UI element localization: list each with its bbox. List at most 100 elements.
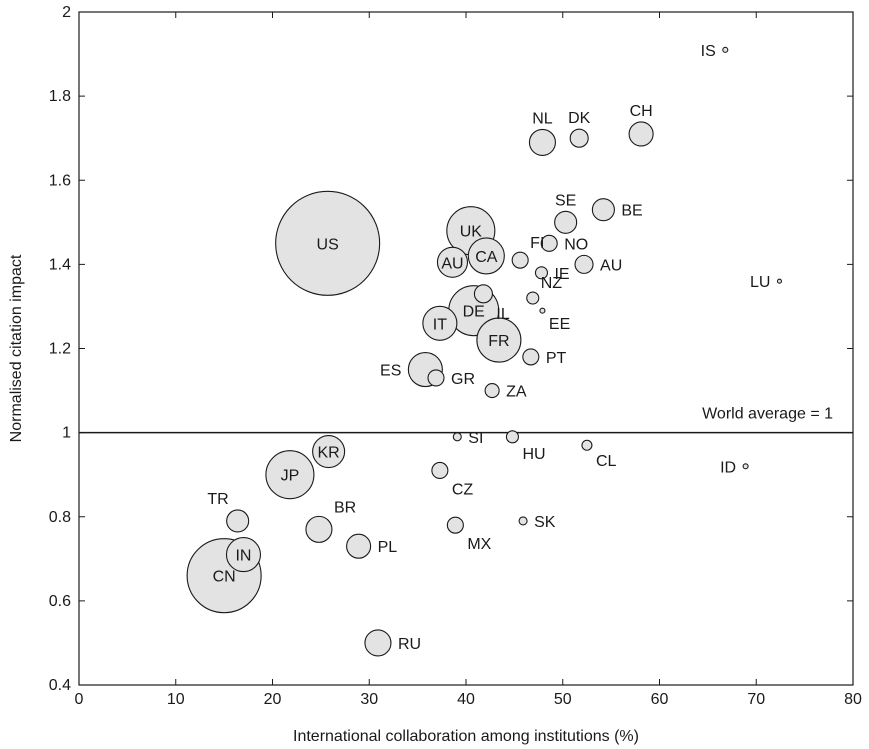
y-tick-label: 1.2 bbox=[49, 341, 71, 358]
bubble-label-za: ZA bbox=[506, 384, 527, 401]
world-average-label: World average = 1 bbox=[702, 406, 833, 423]
bubble-is bbox=[722, 46, 729, 53]
bubble-it bbox=[422, 305, 458, 341]
bubble-label-es: ES bbox=[380, 363, 401, 380]
bubble-lu bbox=[776, 278, 783, 284]
bubble-label-nz: NZ bbox=[541, 275, 563, 292]
y-tick-label: 1.6 bbox=[49, 172, 71, 189]
bubble-label-jp: JP bbox=[281, 468, 300, 485]
bubble-label-no: NO bbox=[564, 236, 588, 253]
y-tick-label: 0.6 bbox=[49, 593, 71, 610]
bubble-label-hu: HU bbox=[522, 446, 545, 463]
bubble-be bbox=[591, 198, 615, 222]
bubble-nz bbox=[526, 291, 540, 305]
bubble-label-il: IL bbox=[496, 306, 509, 323]
bubble-no bbox=[540, 234, 558, 252]
bubble-au bbox=[436, 246, 469, 278]
bubble-hu bbox=[505, 430, 519, 444]
y-tick-label: 1.4 bbox=[49, 256, 71, 273]
bubble-label-cz: CZ bbox=[452, 481, 474, 498]
bubble-label-tr: TR bbox=[207, 491, 228, 508]
bubble-label-sk: SK bbox=[534, 514, 556, 531]
bubble-sk bbox=[518, 516, 528, 526]
bubble-label-ch: CH bbox=[630, 103, 653, 120]
bubble-tr bbox=[226, 509, 250, 533]
bubble-pl bbox=[346, 533, 372, 559]
bubble-id bbox=[742, 463, 749, 470]
bubble-ie bbox=[534, 266, 549, 280]
bubble-us bbox=[275, 190, 381, 296]
bubble-label-au: AU bbox=[441, 255, 463, 272]
bubble-fi bbox=[511, 251, 529, 269]
bubble-kr bbox=[312, 435, 346, 469]
bubble-label-si: SI bbox=[468, 430, 483, 447]
bubble-ca bbox=[467, 237, 505, 275]
bubble-label-fr: FR bbox=[488, 333, 509, 350]
bubble-ch bbox=[628, 121, 654, 147]
y-tick-label: 0.4 bbox=[49, 677, 71, 694]
bubble-label-be: BE bbox=[621, 203, 642, 220]
bubble-label-uk: UK bbox=[460, 224, 483, 241]
bubble-label-nl: NL bbox=[532, 110, 553, 127]
x-tick-label: 70 bbox=[747, 691, 765, 708]
bubble-gr bbox=[427, 369, 445, 387]
x-axis-title: International collaboration among instit… bbox=[293, 728, 639, 745]
bubble-label-cl: CL bbox=[596, 453, 617, 470]
bubble-label-kr: KR bbox=[317, 445, 339, 462]
y-axis-title: Normalised citation impact bbox=[8, 254, 25, 442]
bubble-label-in: IN bbox=[235, 548, 251, 565]
bubbles bbox=[186, 46, 783, 657]
y-tick-label: 1 bbox=[62, 425, 71, 442]
y-tick-label: 0.8 bbox=[49, 509, 71, 526]
bubble-label-ru: RU bbox=[398, 636, 421, 653]
x-tick-label: 20 bbox=[264, 691, 282, 708]
x-tick-label: 10 bbox=[167, 691, 185, 708]
bubble-label-is: IS bbox=[701, 43, 716, 60]
bubble-br bbox=[305, 515, 333, 543]
bubble-il bbox=[473, 284, 493, 304]
bubble-se bbox=[554, 210, 578, 234]
y-tick-label: 1.8 bbox=[49, 88, 71, 105]
bubble-in bbox=[225, 537, 262, 573]
bubble-cl bbox=[581, 439, 593, 451]
x-tick-label: 0 bbox=[75, 691, 84, 708]
bubble-label-se: SE bbox=[555, 192, 576, 209]
bubble-dk bbox=[569, 128, 589, 148]
bubble-label-id: ID bbox=[720, 459, 736, 476]
x-tick-label: 30 bbox=[360, 691, 378, 708]
x-tick-label: 80 bbox=[844, 691, 862, 708]
bubble-si bbox=[452, 432, 462, 442]
bubble-label-au: AU bbox=[600, 257, 622, 274]
bubble-fr bbox=[476, 317, 522, 363]
bubble-au bbox=[574, 254, 594, 274]
bubble-za bbox=[484, 383, 500, 399]
bubble-mx bbox=[446, 516, 464, 534]
bubble-label-ee: EE bbox=[549, 316, 570, 333]
bubble-pt bbox=[522, 348, 540, 366]
bubble-label-fi: FI bbox=[530, 235, 544, 252]
bubble-label-it: IT bbox=[433, 316, 447, 333]
y-tick-label: 2 bbox=[62, 4, 71, 21]
bubble-label-de: DE bbox=[463, 304, 485, 321]
bubble-cz bbox=[431, 461, 449, 480]
bubble-label-us: US bbox=[317, 236, 339, 253]
bubble-jp bbox=[265, 450, 315, 500]
bubble-label-ca: CA bbox=[475, 249, 498, 266]
bubble-ru bbox=[364, 629, 392, 657]
world-average-group: World average = 1 bbox=[79, 406, 853, 434]
bubble-label-dk: DK bbox=[568, 110, 591, 127]
bubble-nl bbox=[528, 128, 556, 156]
x-tick-label: 40 bbox=[457, 691, 475, 708]
bubble-label-pl: PL bbox=[378, 539, 398, 556]
bubble-label-ie: IE bbox=[554, 266, 569, 283]
bubble-ee bbox=[539, 307, 546, 314]
x-tick-label: 50 bbox=[554, 691, 572, 708]
x-tick-label: 60 bbox=[651, 691, 669, 708]
bubble-label-gr: GR bbox=[451, 371, 475, 388]
bubble-label-cn: CN bbox=[213, 569, 236, 586]
bubble-label-pt: PT bbox=[546, 350, 567, 367]
bubble-label-mx: MX bbox=[467, 536, 491, 553]
bubble-label-lu: LU bbox=[750, 274, 770, 291]
